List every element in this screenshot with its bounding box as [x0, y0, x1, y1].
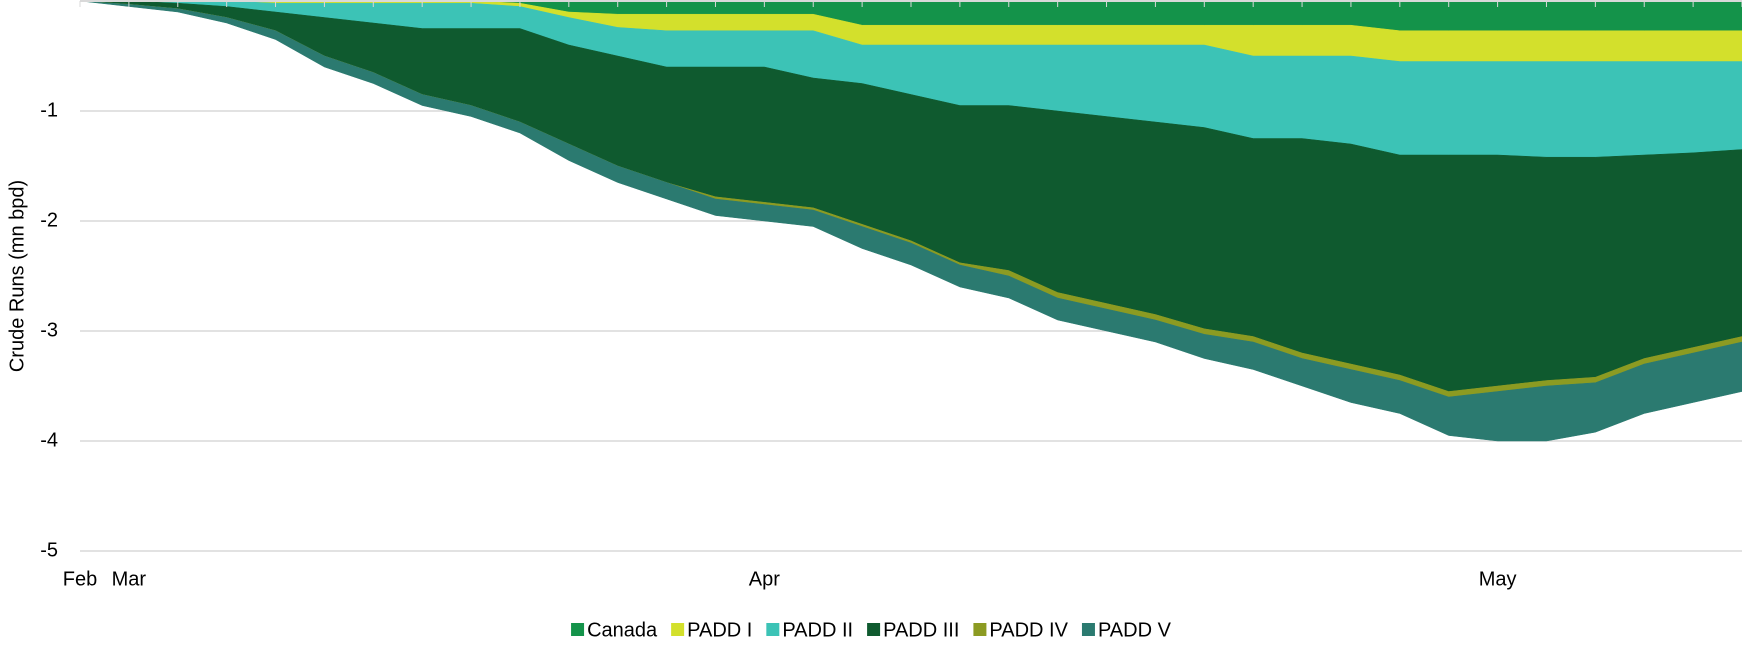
y-tick-label: -2 [40, 209, 58, 231]
y-tick-label: -1 [40, 99, 58, 121]
legend-swatch [571, 623, 585, 636]
legend-swatch [973, 623, 987, 636]
legend-swatch [1081, 623, 1095, 636]
y-tick-label: -3 [40, 319, 58, 341]
legend-label: PADD III [883, 619, 959, 641]
area [79, 0, 1742, 442]
legend-label: PADD IV [989, 619, 1068, 641]
legend-swatch [671, 623, 685, 636]
x-tick-label: May [1479, 568, 1517, 590]
y-tick-label: -4 [40, 429, 58, 451]
x-tick-label: Apr [749, 568, 780, 590]
y-axis-label: Crude Runs (mn bpd) [6, 180, 28, 372]
legend-swatch [867, 623, 881, 636]
legend-label: PADD V [1098, 619, 1172, 641]
legend-swatch [766, 623, 780, 636]
legend-label: PADD II [782, 619, 853, 641]
legend-label: Canada [587, 619, 658, 641]
y-tick-label: -5 [40, 539, 58, 561]
legend-label: PADD I [687, 619, 752, 641]
x-tick-label: Mar [112, 568, 147, 590]
x-tick-label: Feb [63, 568, 97, 590]
legend: Canada PADD I PADD II PADD III PADD IV PADD V [571, 619, 1172, 641]
